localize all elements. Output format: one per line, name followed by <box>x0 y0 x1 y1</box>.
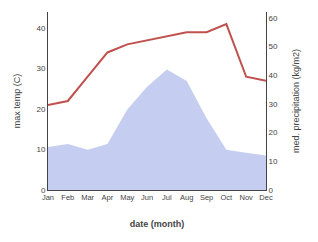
svg-text:Feb: Feb <box>61 193 74 202</box>
svg-text:30: 30 <box>269 100 278 109</box>
svg-text:Jun: Jun <box>141 193 153 202</box>
svg-text:date (month): date (month) <box>130 219 185 229</box>
svg-text:Sep: Sep <box>200 193 213 202</box>
svg-text:May: May <box>120 193 134 202</box>
svg-text:Apr: Apr <box>102 193 114 202</box>
svg-text:Oct: Oct <box>221 193 234 202</box>
svg-text:0: 0 <box>41 186 46 195</box>
svg-text:40: 40 <box>36 24 45 33</box>
svg-text:Aug: Aug <box>180 193 193 202</box>
svg-text:50: 50 <box>269 42 278 51</box>
svg-text:Dec: Dec <box>259 193 273 202</box>
svg-text:40: 40 <box>269 71 278 80</box>
svg-text:Nov: Nov <box>240 193 254 202</box>
svg-text:10: 10 <box>269 157 278 166</box>
svg-text:0: 0 <box>269 186 274 195</box>
svg-text:Jul: Jul <box>162 193 172 202</box>
svg-text:30: 30 <box>36 64 45 73</box>
svg-text:10: 10 <box>36 145 45 154</box>
svg-text:60: 60 <box>269 14 278 23</box>
svg-text:20: 20 <box>36 105 45 114</box>
svg-text:med. precipitation (kg/m2): med. precipitation (kg/m2) <box>291 49 301 153</box>
svg-text:max temp (C): max temp (C) <box>12 74 22 129</box>
svg-text:Mar: Mar <box>81 193 94 202</box>
svg-text:20: 20 <box>269 128 278 137</box>
svg-text:Jan: Jan <box>42 193 54 202</box>
